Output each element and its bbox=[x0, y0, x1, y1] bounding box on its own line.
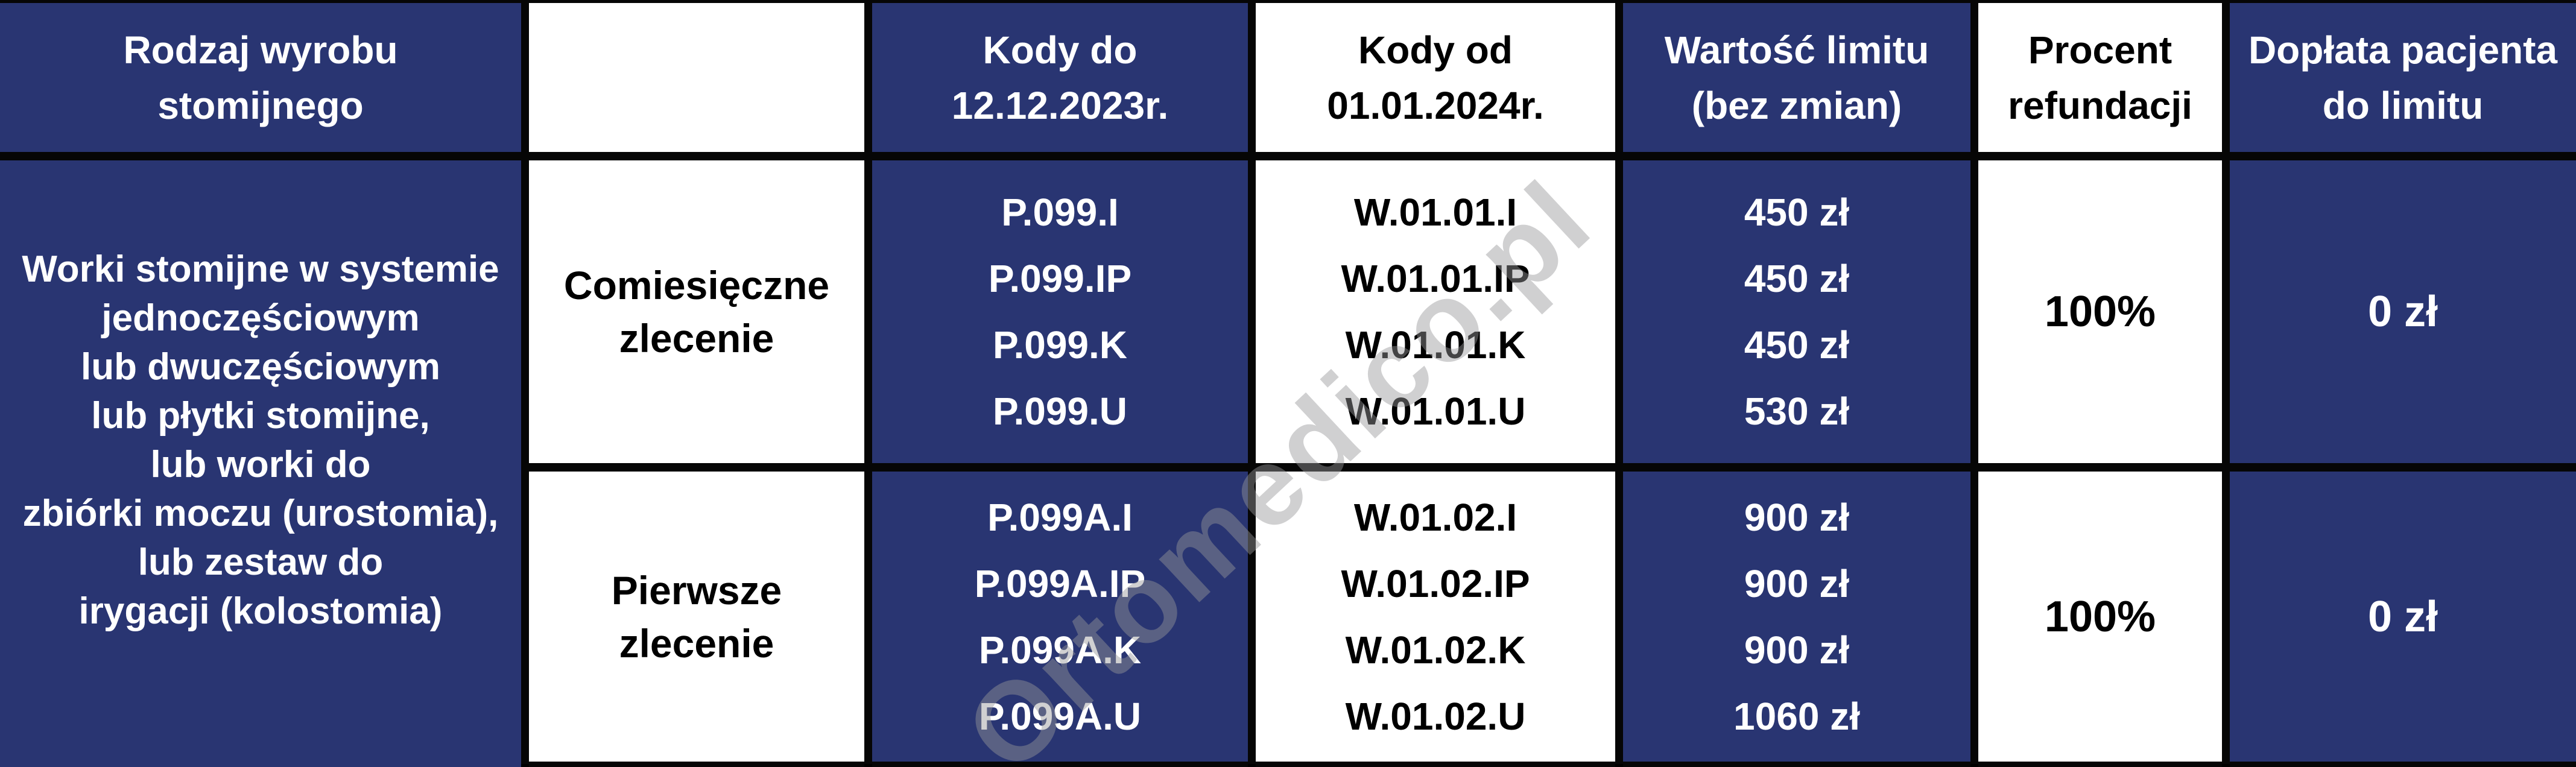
refund-percent-cell: 100% bbox=[1978, 160, 2222, 463]
header-refund-percent: Procent refundacji bbox=[1978, 3, 2222, 152]
header-blank bbox=[529, 3, 864, 152]
refund-percent-cell: 100% bbox=[1978, 472, 2222, 767]
limit-values-cell: 450 zł 450 zł 450 zł 530 zł bbox=[1623, 160, 1970, 463]
limit-values-cell: 900 zł 900 zł 900 zł 1060 zł bbox=[1623, 472, 1970, 767]
header-product-type: Rodzaj wyrobu stomijnego bbox=[0, 3, 521, 152]
header-patient-copay: Dopłata pacjenta do limitu bbox=[2230, 3, 2576, 152]
codes-new-cell: W.01.02.I W.01.02.IP W.01.02.K W.01.02.U bbox=[1256, 472, 1615, 767]
order-type-cell: Pierwsze zlecenie bbox=[529, 472, 864, 767]
header-limit-value: Wartość limitu (bez zmian) bbox=[1623, 3, 1970, 152]
order-type-cell: Comiesięczne zlecenie bbox=[529, 160, 864, 463]
patient-copay-cell: 0 zł bbox=[2230, 160, 2576, 463]
header-codes-from: Kody od 01.01.2024r. bbox=[1256, 3, 1615, 152]
patient-copay-cell: 0 zł bbox=[2230, 472, 2576, 767]
header-codes-until: Kody do 12.12.2023r. bbox=[872, 3, 1248, 152]
product-group-cell: Worki stomijne w systemie jednoczęściowy… bbox=[0, 160, 521, 767]
codes-old-cell: P.099.I P.099.IP P.099.K P.099.U bbox=[872, 160, 1248, 463]
codes-old-cell: P.099A.I P.099A.IP P.099A.K P.099A.U bbox=[872, 472, 1248, 767]
codes-new-cell: W.01.01.I W.01.01.IP W.01.01.K W.01.01.U bbox=[1256, 160, 1615, 463]
